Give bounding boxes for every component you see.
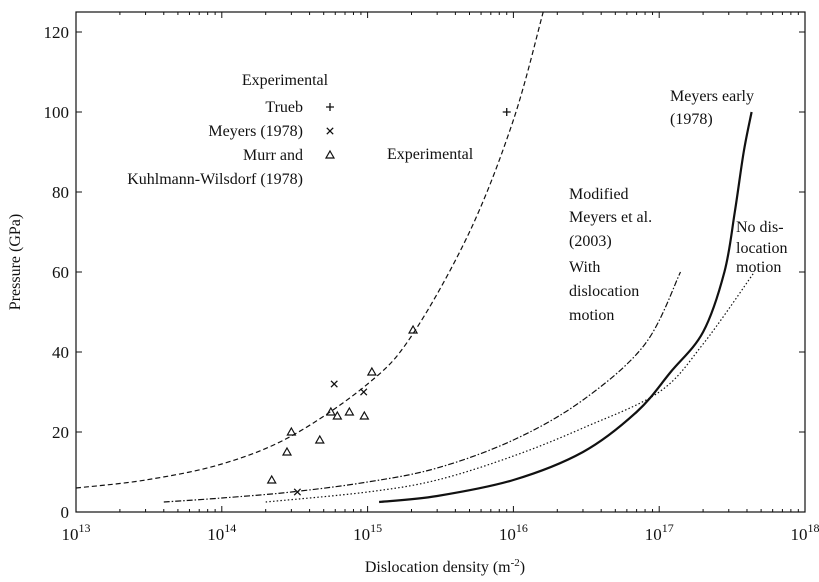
x-tick-label: 1016 — [499, 521, 528, 544]
point-murr — [408, 324, 419, 334]
x-tick-label: 1015 — [353, 521, 382, 544]
y-axis-label: Pressure (GPa) — [7, 214, 24, 310]
point-murr — [281, 446, 293, 456]
y-tick-label: 120 — [44, 23, 70, 42]
annotation-experimental: Experimental — [387, 146, 474, 163]
x-tick-label: 1017 — [645, 521, 674, 544]
legend-marker-cross — [326, 127, 334, 135]
annotation-modified-6: motion — [569, 307, 614, 324]
y-tick-label: 20 — [52, 423, 69, 442]
x-tick-label: 1014 — [207, 521, 236, 544]
curve-solid — [378, 111, 753, 504]
point-meyers-1978 — [293, 488, 302, 496]
annotation-nodis-1: No dis- — [736, 219, 784, 236]
plot-frame — [75, 11, 806, 513]
point-murr — [344, 406, 355, 416]
legend-marker-plus — [326, 103, 334, 111]
annotation-modified-1: Modified — [569, 186, 629, 203]
point-murr — [266, 474, 277, 484]
curve-dashed — [75, 11, 544, 489]
x-tick-label: 1018 — [791, 521, 819, 544]
legend-label-meyers: Meyers (1978) — [208, 123, 303, 140]
y-tick-label: 0 — [61, 503, 70, 522]
annotation-modified-3: (2003) — [569, 233, 612, 250]
legend-label-murr-1: Murr and — [243, 147, 303, 164]
legend-marker-triangle — [324, 149, 336, 159]
point-murr — [332, 410, 343, 420]
point-murr — [325, 406, 336, 416]
legend-label-trueb: Trueb — [265, 99, 303, 116]
curve-dotted — [265, 271, 755, 503]
legend-label-murr-2: Kuhlmann-Wilsdorf (1978) — [127, 171, 303, 188]
legend-title: Experimental — [242, 72, 329, 89]
point-murr — [314, 434, 325, 444]
point-murr — [359, 410, 370, 420]
annotation-meyers-early-2: (1978) — [670, 111, 713, 128]
annotation-nodis-2: location — [736, 240, 788, 257]
annotation-meyers-early-1: Meyers early — [670, 88, 754, 105]
x-tick-label: 1013 — [62, 521, 91, 544]
annotation-nodis-3: motion — [736, 259, 781, 276]
legend: Experimental Trueb Meyers (1978) Murr an… — [127, 72, 336, 188]
x-axis-label: Dislocation density (m-2) — [365, 557, 525, 576]
annotation-modified-5: dislocation — [569, 283, 639, 300]
annotation-modified-2: Meyers et al. — [569, 209, 652, 226]
annotation-modified-4: With — [569, 259, 600, 276]
point-meyers-1978 — [330, 380, 338, 388]
y-tick-label: 60 — [52, 263, 69, 282]
point-meyers-1978 — [360, 388, 368, 396]
point-murr — [286, 426, 297, 436]
y-tick-label: 100 — [44, 103, 70, 122]
y-tick-label: 40 — [52, 343, 69, 362]
point-murr — [366, 366, 377, 376]
y-tick-label: 80 — [52, 183, 69, 202]
point-trueb — [502, 108, 511, 116]
